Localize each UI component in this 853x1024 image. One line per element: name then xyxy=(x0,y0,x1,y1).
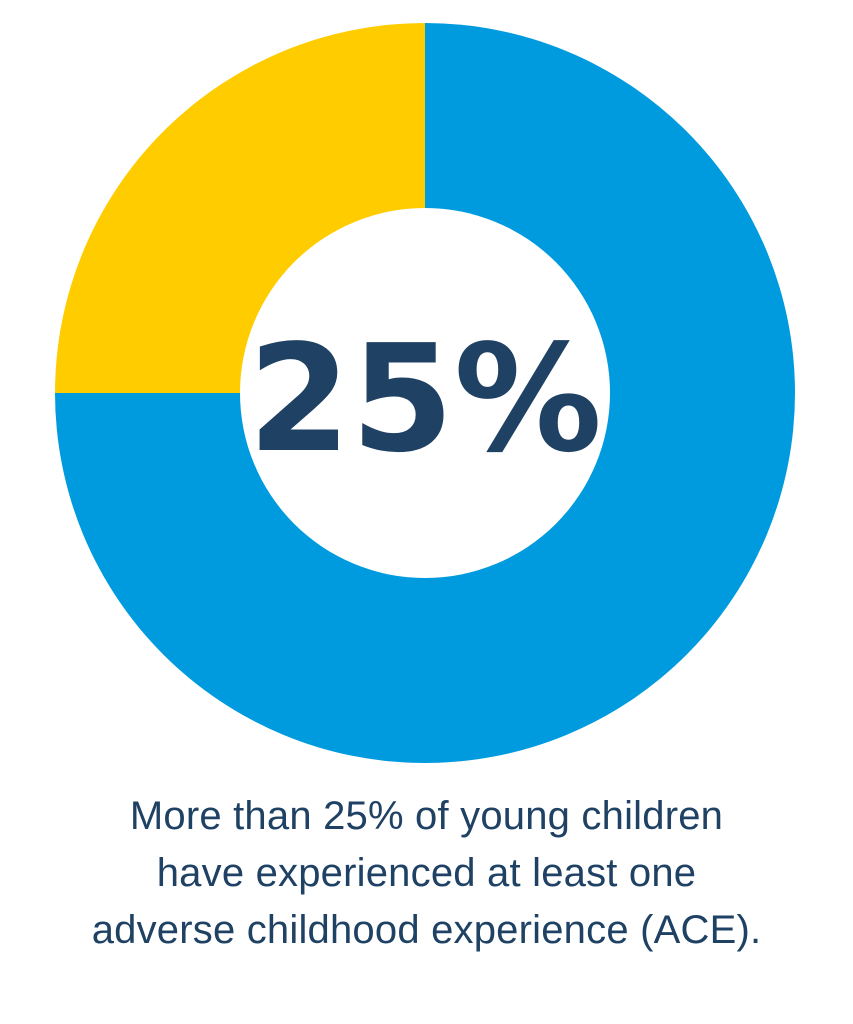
caption-line-2: have experienced at least one xyxy=(156,851,697,895)
donut-hole xyxy=(240,208,610,578)
donut-chart: 25% xyxy=(55,23,795,763)
caption: More than 25% of young children have exp… xyxy=(0,788,853,959)
caption-line-1: More than 25% of young children xyxy=(129,794,724,838)
caption-line-3: adverse childhood experience (ACE). xyxy=(91,908,762,952)
center-percentage-label: 25% xyxy=(248,313,602,485)
